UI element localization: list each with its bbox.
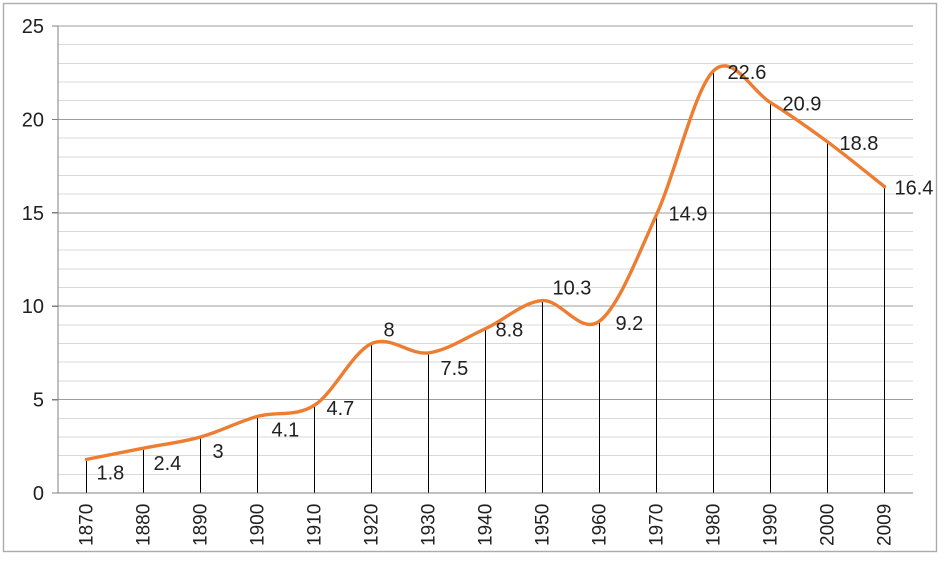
data-point-label: 4.1 bbox=[272, 419, 300, 441]
data-series-line bbox=[84, 64, 887, 462]
x-axis-tick-label: 2000 bbox=[818, 504, 839, 546]
data-point-label: 3 bbox=[213, 441, 224, 463]
data-point-label: 22.6 bbox=[728, 62, 767, 84]
x-axis-tick-label: 1960 bbox=[590, 504, 611, 546]
y-axis-tick-label: 25 bbox=[22, 16, 44, 38]
x-axis-tick-label: 1990 bbox=[761, 504, 782, 546]
x-axis-tick-label: 1920 bbox=[362, 504, 383, 546]
data-point-label: 16.4 bbox=[895, 178, 934, 200]
data-point-label: 7.5 bbox=[441, 358, 469, 380]
x-axis-tick-label: 1910 bbox=[305, 504, 326, 546]
x-axis-tick-label: 1930 bbox=[419, 504, 440, 546]
data-point-label: 9.2 bbox=[616, 313, 644, 335]
x-axis-tick-label: 1870 bbox=[77, 504, 98, 546]
x-axis-tick-label: 1980 bbox=[704, 504, 725, 546]
data-point-label: 1.8 bbox=[97, 462, 125, 484]
data-point-label: 4.7 bbox=[327, 398, 355, 420]
data-point-label: 18.8 bbox=[840, 133, 879, 155]
x-axis-tick-label: 1940 bbox=[476, 504, 497, 546]
chart-border bbox=[2, 2, 938, 553]
data-point-label: 20.9 bbox=[783, 94, 822, 116]
data-point-label: 10.3 bbox=[553, 278, 592, 300]
y-axis-tick-label: 20 bbox=[22, 109, 44, 131]
data-point-label: 8.8 bbox=[496, 320, 524, 342]
data-point-label: 8 bbox=[384, 320, 395, 342]
y-axis-tick-label: 10 bbox=[22, 296, 44, 318]
data-point-label: 14.9 bbox=[669, 204, 708, 226]
data-point-label: 2.4 bbox=[154, 453, 182, 475]
y-axis-tick-label: 0 bbox=[33, 483, 44, 505]
y-axis-tick-label: 5 bbox=[33, 390, 44, 412]
y-axis-tick-label: 15 bbox=[22, 203, 44, 225]
x-axis-tick-label: 2009 bbox=[875, 504, 896, 546]
x-axis-tick-label: 1880 bbox=[134, 504, 155, 546]
x-axis-tick-label: 1890 bbox=[191, 504, 212, 546]
x-axis-tick-label: 1970 bbox=[647, 504, 668, 546]
x-axis-tick-label: 1950 bbox=[533, 504, 554, 546]
x-axis-tick-label: 1900 bbox=[248, 504, 269, 546]
